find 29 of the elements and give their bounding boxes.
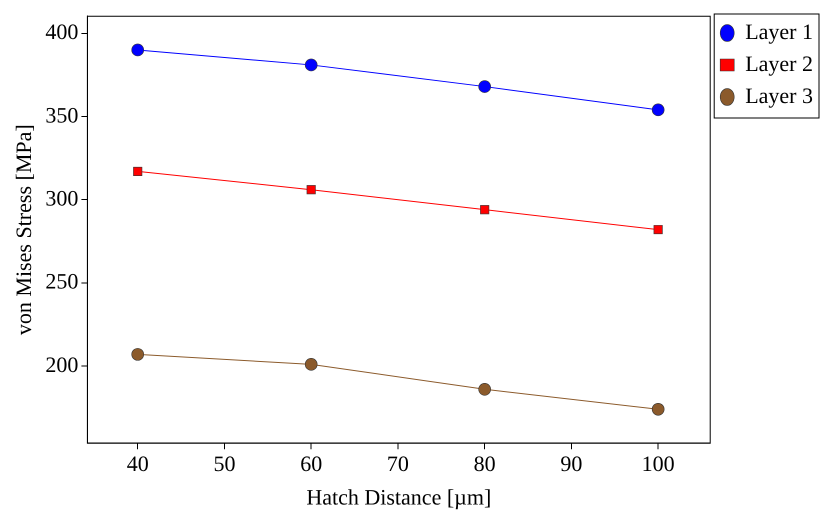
x-tick-label: 60 xyxy=(300,451,322,476)
legend-label: Layer 1 xyxy=(745,18,814,44)
point xyxy=(478,80,491,93)
point xyxy=(480,205,490,214)
legend-label: Layer 2 xyxy=(745,50,814,76)
x-axis-title: Hatch Distance [µm] xyxy=(306,484,492,510)
y-tick-label: 400 xyxy=(45,19,78,44)
y-tick-label: 250 xyxy=(45,268,78,294)
x-tick-label: 90 xyxy=(560,451,582,476)
x-tick-label: 70 xyxy=(386,451,409,476)
y-tick-label: 300 xyxy=(45,185,78,210)
x-tick-label: 50 xyxy=(213,451,236,476)
point xyxy=(131,348,144,361)
point xyxy=(133,166,142,176)
point xyxy=(478,383,491,396)
y-tick-label: 350 xyxy=(45,102,78,128)
point xyxy=(654,225,663,234)
legend-label: Layer 3 xyxy=(745,82,814,108)
x-tick-label: 80 xyxy=(474,451,496,476)
point xyxy=(652,402,664,416)
point xyxy=(304,58,318,72)
point xyxy=(131,44,144,56)
point xyxy=(304,358,318,371)
x-tick-label: 100 xyxy=(642,451,675,476)
y-tick-label: 200 xyxy=(45,352,78,377)
x-tick-label: 40 xyxy=(126,451,149,476)
point xyxy=(652,104,664,116)
point xyxy=(306,185,316,194)
y-axis-title: von Mises Stress [MPa] xyxy=(10,124,36,336)
